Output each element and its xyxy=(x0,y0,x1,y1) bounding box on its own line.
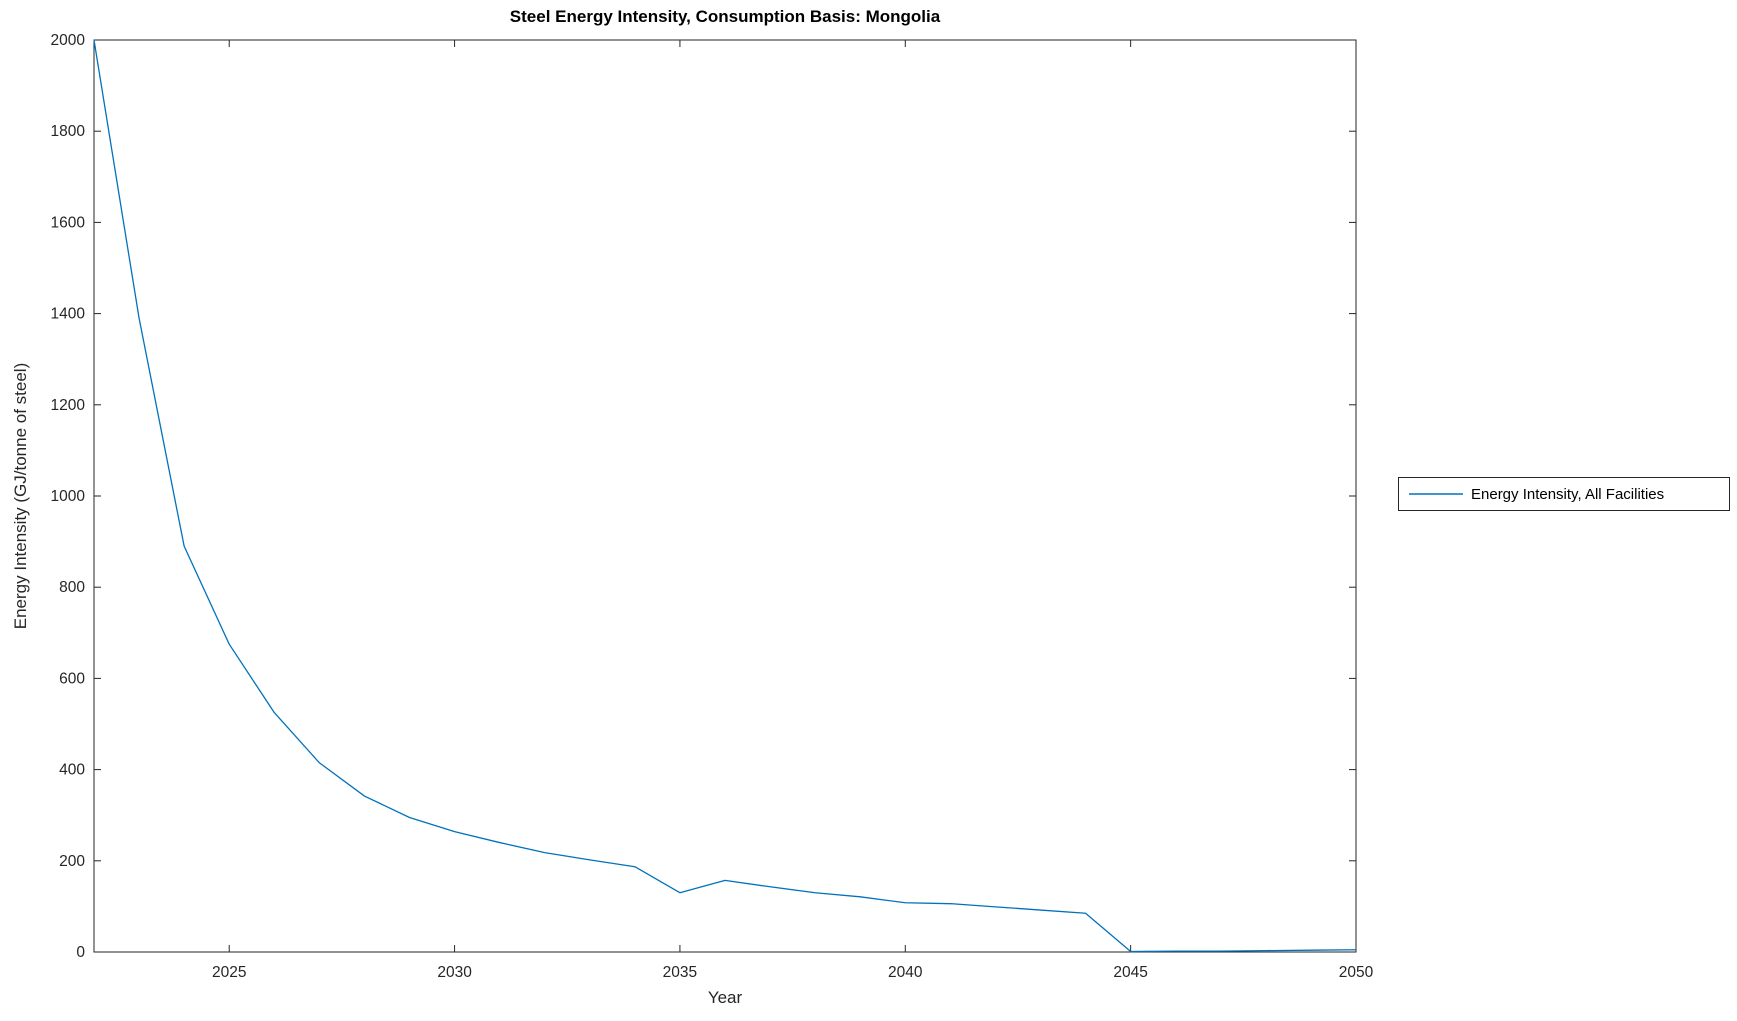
chart-title: Steel Energy Intensity, Consumption Basi… xyxy=(509,7,941,26)
x-tick-label: 2025 xyxy=(212,964,246,981)
y-tick-label: 1600 xyxy=(51,214,86,231)
x-tick-label: 2045 xyxy=(1113,964,1147,981)
y-tick-label: 1000 xyxy=(51,488,86,505)
x-tick-label: 2030 xyxy=(437,964,472,981)
y-tick-label: 400 xyxy=(59,762,85,779)
legend-line-sample-icon xyxy=(1409,493,1463,495)
x-tick-label: 2040 xyxy=(888,964,923,981)
y-tick-label: 600 xyxy=(59,670,85,687)
y-tick-label: 0 xyxy=(76,944,85,961)
series-line xyxy=(93,39,1357,953)
legend-entry-label: Energy Intensity, All Facilities xyxy=(1471,485,1665,503)
y-tick-label: 1800 xyxy=(51,123,86,140)
y-tick-label: 1200 xyxy=(51,397,86,414)
x-tick-label: 2035 xyxy=(663,964,697,981)
legend: Energy Intensity, All Facilities xyxy=(1398,477,1730,511)
y-tick-label: 1400 xyxy=(51,306,86,323)
y-tick-label: 2000 xyxy=(51,32,86,49)
y-tick-label: 200 xyxy=(59,853,85,870)
x-tick-label: 2050 xyxy=(1339,964,1374,981)
y-tick-label: 800 xyxy=(59,579,85,596)
x-axis-label: Year xyxy=(707,988,743,1007)
axes-frame xyxy=(93,39,1357,953)
